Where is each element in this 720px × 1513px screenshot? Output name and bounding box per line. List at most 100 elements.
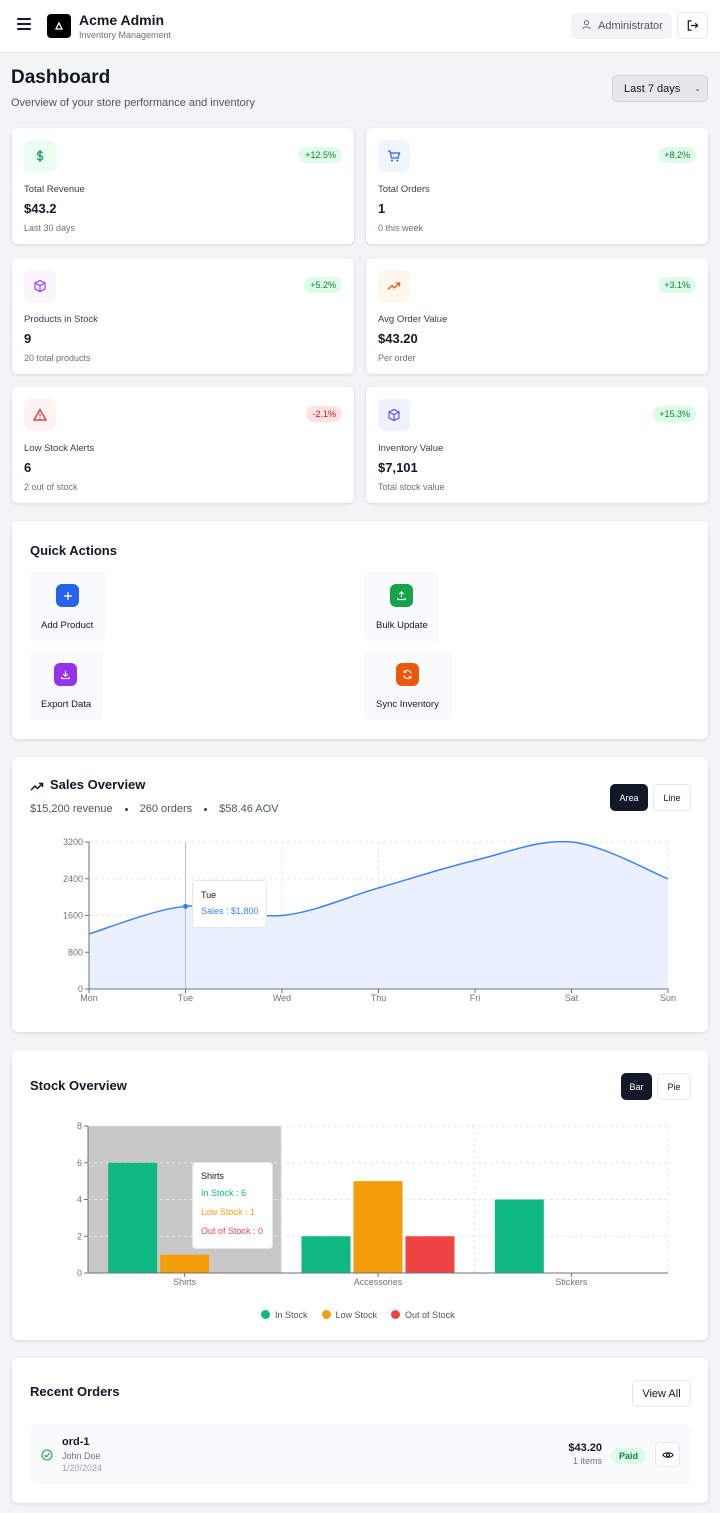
- y-tick-label: 6: [77, 1158, 82, 1168]
- y-tick-label: 800: [68, 947, 83, 957]
- plus-icon: [56, 584, 79, 607]
- dollar-icon: [24, 140, 56, 172]
- line-toggle-button[interactable]: Line: [653, 784, 691, 811]
- x-tick-label: Sun: [660, 993, 676, 1003]
- eye-icon: [661, 1451, 674, 1458]
- stat-subtext: Total stock value: [378, 482, 445, 492]
- quick-actions-title: Quick Actions: [30, 543, 117, 558]
- refresh-icon: [396, 663, 419, 686]
- user-label: Administrator: [598, 20, 663, 32]
- y-tick-label: 8: [77, 1121, 82, 1131]
- stat-value: $43.2: [24, 201, 57, 216]
- app-name: Acme Admin: [79, 12, 165, 28]
- stat-label: Avg Order Value: [378, 314, 448, 325]
- recent-orders-panel: Recent Orders View All ord-1 John Doe 1/…: [12, 1358, 708, 1503]
- page-subtitle: Overview of your store performance and i…: [11, 97, 255, 109]
- upload-icon: [390, 584, 413, 607]
- bar-in-stock: [301, 1236, 351, 1273]
- export-data-button[interactable]: Export Data: [29, 651, 103, 720]
- alert-icon: [24, 399, 56, 431]
- change-badge: +8.2%: [658, 147, 696, 163]
- order-id: ord-1: [62, 1436, 90, 1448]
- x-tick-label: Shirts: [173, 1277, 197, 1287]
- app-subtitle: Inventory Management: [79, 30, 172, 40]
- stat-label: Total Orders: [378, 184, 430, 195]
- pie-toggle-button[interactable]: Pie: [657, 1073, 691, 1100]
- change-badge: +3.1%: [658, 277, 696, 293]
- y-tick-label: 4: [77, 1195, 82, 1205]
- stat-subtext: Per order: [378, 353, 416, 363]
- sales-overview-title: Sales Overview: [50, 777, 146, 792]
- y-tick-label: 2: [77, 1231, 82, 1241]
- menu-icon[interactable]: [17, 18, 31, 32]
- stat-card-inventory-value: +15.3% Inventory Value $7,101 Total stoc…: [366, 387, 708, 503]
- stock-chart: 0 2 4 6 8 Shirts Accessories Stickers: [77, 1121, 669, 1287]
- y-tick-label: 1600: [63, 911, 83, 921]
- bar-in-stock: [108, 1162, 158, 1273]
- stat-card-low-stock: -2.1% Low Stock Alerts 6 2 out of stock: [12, 387, 354, 503]
- order-item-count: 1 items: [572, 1456, 602, 1466]
- trend-up-icon: [30, 779, 44, 797]
- legend-out-of-stock: Out of Stock: [391, 1310, 455, 1320]
- cart-icon: [378, 140, 410, 172]
- y-tick-label: 3200: [63, 837, 83, 847]
- x-tick-label: Tue: [178, 993, 193, 1003]
- stock-legend: In Stock Low Stock Out of Stock: [261, 1310, 455, 1320]
- change-badge: +5.2%: [304, 277, 342, 293]
- stat-label: Inventory Value: [378, 443, 444, 454]
- x-tick-label: Fri: [470, 993, 481, 1003]
- user-menu-button[interactable]: Administrator: [571, 13, 672, 39]
- stock-overview-title: Stock Overview: [30, 1078, 127, 1093]
- sales-orders: 260 orders: [139, 803, 193, 815]
- sales-tooltip: Tue Sales : $1,800: [192, 880, 267, 928]
- stat-card-orders: +8.2% Total Orders 1 0 this week: [366, 128, 708, 244]
- sales-summary: $15,200 revenue 260 orders $58.46 AOV: [30, 803, 279, 815]
- bulk-update-button[interactable]: Bulk Update: [364, 572, 439, 641]
- order-customer: John Doe: [62, 1451, 101, 1461]
- stat-card-aov: +3.1% Avg Order Value $43.20 Per order: [366, 258, 708, 374]
- date-range-value: Last 7 days: [624, 82, 681, 95]
- view-order-button[interactable]: [655, 1442, 680, 1467]
- bar-in-stock: [494, 1199, 544, 1273]
- stat-card-revenue: +12.5% Total Revenue $43.2 Last 30 days: [12, 128, 354, 244]
- stat-label: Total Revenue: [24, 184, 85, 195]
- order-date: 1/20/2024: [62, 1463, 103, 1473]
- sync-inventory-button[interactable]: Sync Inventory: [364, 651, 452, 720]
- quick-actions-panel: Quick Actions Add Product Bulk Update Ex…: [12, 521, 708, 739]
- y-tick-label: 0: [78, 984, 83, 994]
- tooltip-in-stock: In Stock : 6: [201, 1188, 247, 1198]
- sales-revenue: $15,200 revenue: [30, 803, 113, 815]
- change-badge: -2.1%: [306, 406, 342, 422]
- order-total: $43.20: [568, 1442, 602, 1454]
- bar-low-stock: [353, 1181, 403, 1273]
- hover-point: [183, 903, 188, 909]
- order-row[interactable]: ord-1 John Doe 1/20/2024 $43.20 1 items …: [30, 1424, 691, 1484]
- tooltip-value: Sales : $1,800: [201, 906, 259, 916]
- date-range-select[interactable]: Last 7 days ⌄: [612, 75, 708, 102]
- stat-label: Products in Stock: [24, 314, 98, 325]
- area-toggle-button[interactable]: Area: [610, 784, 648, 811]
- recent-orders-title: Recent Orders: [30, 1384, 120, 1399]
- change-badge: +15.3%: [653, 406, 696, 422]
- legend-in-stock: In Stock: [261, 1310, 308, 1320]
- tooltip-out-of-stock: Out of Stock : 0: [201, 1226, 264, 1236]
- stat-subtext: 0 this week: [378, 223, 424, 233]
- add-product-button[interactable]: Add Product: [29, 572, 106, 641]
- sales-overview-panel: Sales Overview $15,200 revenue 260 orders…: [12, 757, 708, 1032]
- tooltip-day: Tue: [201, 890, 217, 900]
- trend-up-icon: [378, 270, 410, 302]
- stock-tooltip: Shirts In Stock : 6 Low Stock : 1 Out of…: [192, 1162, 273, 1249]
- view-all-button[interactable]: View All: [632, 1380, 691, 1407]
- y-tick-label: 0: [77, 1268, 82, 1278]
- action-label: Sync Inventory: [376, 699, 439, 710]
- action-label: Add Product: [41, 620, 94, 631]
- cube-icon: [378, 399, 410, 431]
- change-badge: +12.5%: [299, 147, 342, 163]
- stock-overview-panel: Stock Overview Bar Pie 0 2 4 6 8 Shirts Access…: [12, 1050, 708, 1340]
- logout-button[interactable]: [677, 12, 708, 39]
- bar-toggle-button[interactable]: Bar: [621, 1073, 652, 1100]
- legend-low-stock: Low Stock: [321, 1310, 377, 1320]
- x-tick-label: Thu: [371, 993, 387, 1003]
- stat-subtext: 20 total products: [24, 353, 91, 363]
- stat-card-products: +5.2% Products in Stock 9 20 total produ…: [12, 258, 354, 374]
